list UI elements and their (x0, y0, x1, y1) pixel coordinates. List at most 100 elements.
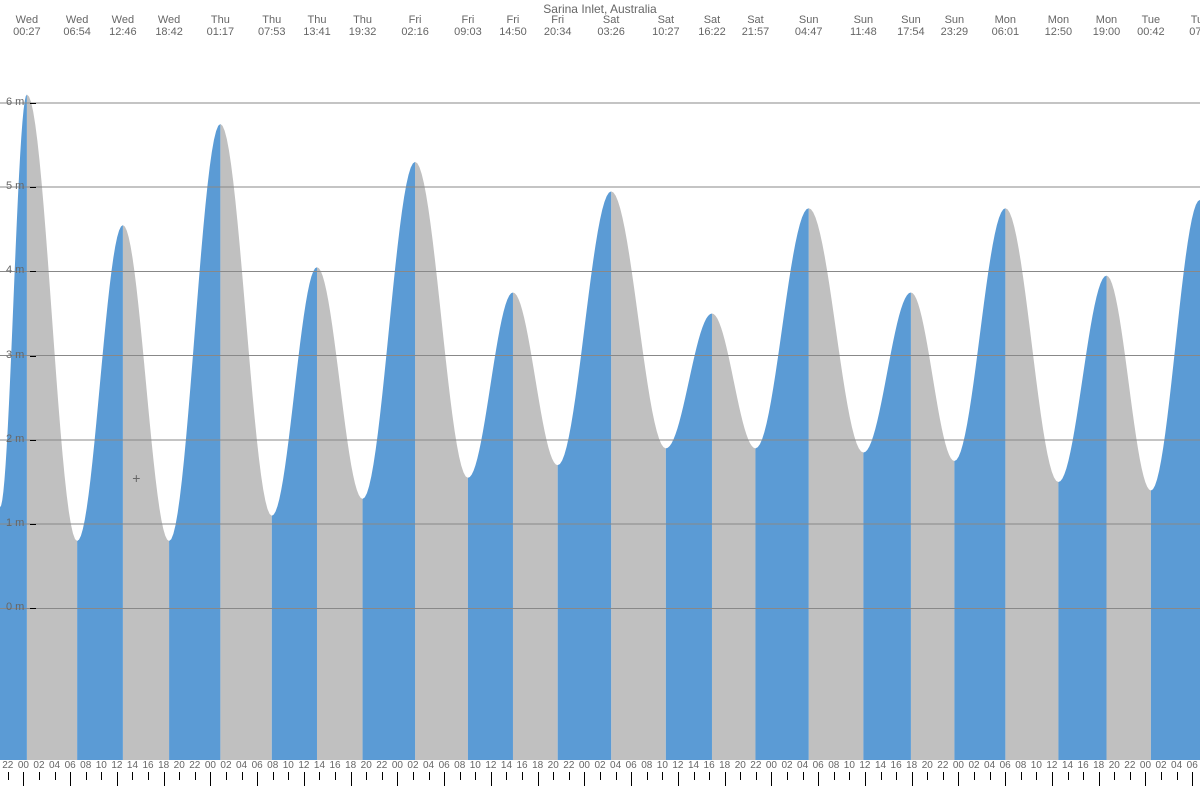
bottom-tick (1083, 772, 1084, 780)
bottom-tick (444, 772, 445, 786)
bottom-tick (148, 772, 149, 780)
y-tick (30, 608, 36, 609)
bottom-tick (990, 772, 991, 780)
top-axis-label: Thu 19:32 (341, 14, 385, 38)
bottom-tick (647, 772, 648, 780)
bottom-tick (55, 772, 56, 780)
top-axis-label: Sat 03:26 (589, 14, 633, 38)
falling-tide-segment (415, 162, 468, 760)
top-axis-label: Tue 07:0 (1178, 14, 1200, 38)
y-axis-label: 5 m (6, 180, 24, 192)
bottom-tick (912, 772, 913, 786)
top-axis-label: Sun 23:29 (932, 14, 976, 38)
bottom-tick (351, 772, 352, 786)
top-axis-label: Tue 00:42 (1129, 14, 1173, 38)
bottom-tick (397, 772, 398, 786)
bottom-tick (834, 772, 835, 780)
falling-tide-segment (27, 95, 77, 760)
rising-tide-segment (558, 191, 611, 760)
bottom-tick (164, 772, 165, 786)
top-axis-label: Fri 20:34 (536, 14, 580, 38)
bottom-tick (1192, 772, 1193, 786)
bottom-tick (569, 772, 570, 780)
rising-tide-segment (169, 124, 220, 760)
bottom-tick (257, 772, 258, 786)
bottom-tick (382, 772, 383, 780)
y-tick (30, 271, 36, 272)
rising-tide-segment (272, 267, 317, 760)
bottom-tick (974, 772, 975, 780)
bottom-tick (803, 772, 804, 780)
top-axis-label: Wed 06:54 (55, 14, 99, 38)
bottom-tick (600, 772, 601, 780)
y-tick (30, 187, 36, 188)
falling-tide-segment (712, 314, 755, 760)
top-axis-label: Mon 19:00 (1084, 14, 1128, 38)
reference-cross-marker: + (132, 470, 140, 486)
bottom-tick (865, 772, 866, 786)
top-axis-label: Sat 21:57 (733, 14, 777, 38)
bottom-tick (226, 772, 227, 780)
y-axis-label: 1 m (6, 517, 24, 529)
bottom-tick (288, 772, 289, 780)
bottom-tick (39, 772, 40, 780)
bottom-tick (538, 772, 539, 786)
rising-tide-segment (1058, 276, 1106, 760)
bottom-tick (771, 772, 772, 786)
top-axis-label: Sun 11:48 (841, 14, 885, 38)
bottom-tick (1177, 772, 1178, 780)
bottom-tick (896, 772, 897, 780)
bottom-tick (1052, 772, 1053, 786)
top-axis-label: Sun 17:54 (889, 14, 933, 38)
bottom-tick (101, 772, 102, 780)
bottom-tick (553, 772, 554, 780)
bottom-tick (210, 772, 211, 786)
bottom-tick (23, 772, 24, 786)
falling-tide-segment (513, 292, 558, 760)
bottom-tick (958, 772, 959, 786)
bottom-tick (475, 772, 476, 780)
bottom-tick (132, 772, 133, 780)
top-axis-label: Fri 09:03 (446, 14, 490, 38)
bottom-tick (849, 772, 850, 780)
rising-tide-segment (863, 292, 911, 760)
bottom-tick (179, 772, 180, 780)
rising-tide-segment (954, 208, 1005, 760)
rising-tide-segment (755, 208, 808, 760)
top-axis-label: Fri 14:50 (491, 14, 535, 38)
bottom-axis: 2200020406081012141618202200020406081012… (0, 760, 1200, 800)
bottom-tick (756, 772, 757, 780)
bottom-tick (631, 772, 632, 786)
tide-chart: Sarina Inlet, Australia Wed 00:27Wed 06:… (0, 0, 1200, 800)
falling-tide-segment (611, 191, 666, 760)
bottom-tick (678, 772, 679, 786)
bottom-tick (1161, 772, 1162, 780)
bottom-tick (195, 772, 196, 780)
bottom-tick (740, 772, 741, 780)
bottom-tick (1130, 772, 1131, 780)
bottom-tick (1021, 772, 1022, 780)
rising-tide-segment (77, 225, 123, 760)
falling-tide-segment (809, 208, 864, 760)
bottom-tick (1114, 772, 1115, 780)
bottom-tick (709, 772, 710, 780)
plot-area (0, 44, 1200, 760)
top-axis-label: Mon 12:50 (1036, 14, 1080, 38)
top-axis-label: Sat 16:22 (690, 14, 734, 38)
top-axis-label: Wed 18:42 (147, 14, 191, 38)
tide-curve-svg (0, 44, 1200, 760)
bottom-tick (429, 772, 430, 780)
bottom-tick (1036, 772, 1037, 780)
bottom-tick (413, 772, 414, 780)
bottom-tick (304, 772, 305, 786)
falling-tide-segment (317, 267, 363, 760)
rising-tide-segment (363, 162, 416, 760)
bottom-tick (70, 772, 71, 786)
bottom-tick (616, 772, 617, 780)
top-axis: Wed 00:27Wed 06:54Wed 12:46Wed 18:42Thu … (0, 14, 1200, 42)
top-axis-label: Sun 04:47 (787, 14, 831, 38)
rising-tide-segment (1151, 200, 1200, 760)
bottom-tick (1145, 772, 1146, 786)
bottom-tick (319, 772, 320, 780)
top-axis-label: Thu 07:53 (250, 14, 294, 38)
